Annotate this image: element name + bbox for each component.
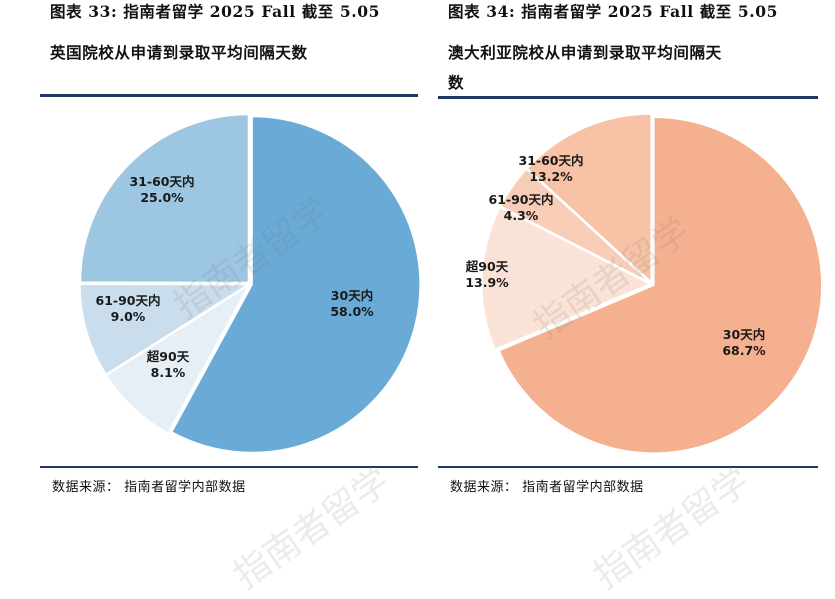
slice-category-label: 30天内 xyxy=(331,288,373,303)
source-note: 数据来源： 指南者留学内部数据 xyxy=(450,480,644,495)
slice-value-label: 4.3% xyxy=(504,208,539,223)
chart-title-line2: 澳大利亚院校从申请到录取平均间隔天 xyxy=(448,43,722,62)
slice-value-label: 9.0% xyxy=(111,309,146,324)
pie-slice xyxy=(79,283,251,376)
slice-category-label: 61-90天内 xyxy=(96,293,161,308)
watermark: 指南者留学 xyxy=(226,460,398,598)
slice-value-label: 13.2% xyxy=(529,169,573,184)
bottom-rule xyxy=(40,466,418,468)
pie-slice xyxy=(105,283,251,435)
slice-category-label: 31-60天内 xyxy=(519,153,584,168)
slice-category-label: 61-90天内 xyxy=(489,192,554,207)
pie-slice xyxy=(79,113,250,284)
chart-title-line2: 英国院校从申请到录取平均间隔天数 xyxy=(50,43,308,62)
pie-slice xyxy=(526,113,652,284)
slice-category-label: 31-60天内 xyxy=(130,174,195,189)
chart-title-line1: 图表 34: 指南者留学 2025 Fall 截至 5.05 xyxy=(448,2,779,21)
pie-slice xyxy=(498,116,823,454)
slice-value-label: 58.0% xyxy=(330,304,374,319)
slice-value-label: 8.1% xyxy=(151,365,186,380)
pie-slice xyxy=(170,115,421,454)
top-rule xyxy=(40,94,418,97)
top-rule xyxy=(438,96,818,99)
bottom-rule xyxy=(438,466,818,468)
pie-slice xyxy=(481,206,652,351)
chart-title-line3: 数 xyxy=(448,73,465,92)
slice-value-label: 13.9% xyxy=(465,275,509,290)
pie-slice xyxy=(499,168,651,284)
watermark: 指南者留学 xyxy=(586,460,758,598)
source-note: 数据来源： 指南者留学内部数据 xyxy=(52,480,246,495)
slice-category-label: 30天内 xyxy=(723,327,765,342)
slice-category-label: 超90天 xyxy=(146,349,190,364)
chart-title-line1: 图表 33: 指南者留学 2025 Fall 截至 5.05 xyxy=(50,2,381,21)
slice-value-label: 68.7% xyxy=(722,343,766,358)
slice-category-label: 超90天 xyxy=(465,259,509,274)
slice-value-label: 25.0% xyxy=(140,190,184,205)
